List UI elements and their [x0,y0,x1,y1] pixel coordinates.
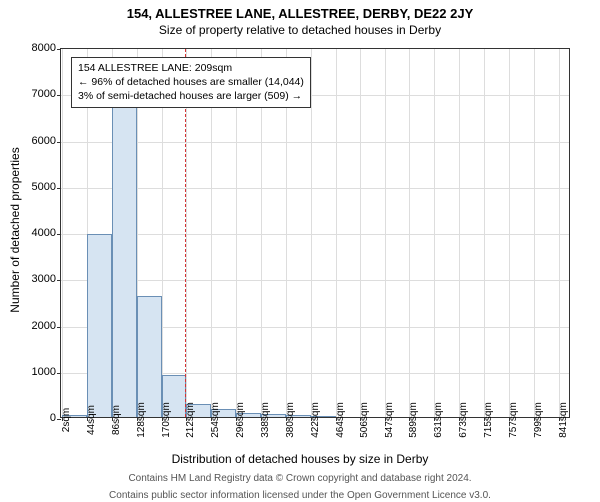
gridline-vertical [559,49,560,417]
chart-title: 154, ALLESTREE LANE, ALLESTREE, DERBY, D… [0,0,600,21]
annotation-line: 154 ALLESTREE LANE: 209sqm [78,61,304,75]
x-tick-label: 464sqm [335,402,346,438]
y-tick-label: 4000 [16,227,56,239]
gridline-vertical [509,49,510,417]
gridline-vertical [484,49,485,417]
gridline-vertical [360,49,361,417]
x-tick-label: 506sqm [359,402,370,438]
y-tick-label: 2000 [16,320,56,332]
footer-line-2: Contains public sector information licen… [0,485,600,502]
x-tick-label: 757sqm [508,402,519,438]
y-tick-label: 0 [16,412,56,424]
y-tick-label: 1000 [16,366,56,378]
x-tick-label: 296sqm [235,402,246,438]
y-tick-label: 3000 [16,273,56,285]
annotation-line: ← 96% of detached houses are smaller (14… [78,75,304,89]
x-tick-label: 673sqm [458,402,469,438]
x-tick-label: 86sqm [111,405,122,435]
gridline-vertical [62,49,63,417]
y-tick-label: 7000 [16,88,56,100]
annotation-line: 3% of semi-detached houses are larger (5… [78,89,304,103]
x-tick-label: 631sqm [433,402,444,438]
footer-line-1: Contains HM Land Registry data © Crown c… [0,468,600,485]
x-tick-label: 799sqm [533,402,544,438]
x-tick-label: 841sqm [558,402,569,438]
x-tick-label: 715sqm [483,402,494,438]
gridline-vertical [534,49,535,417]
x-tick-label: 589sqm [408,402,419,438]
x-tick-label: 2sqm [61,408,72,432]
x-tick-label: 212sqm [185,402,196,438]
histogram-bar [87,234,112,417]
x-tick-label: 380sqm [285,402,296,438]
x-tick-label: 44sqm [86,405,97,435]
x-tick-label: 547sqm [384,402,395,438]
gridline-vertical [409,49,410,417]
x-tick-label: 422sqm [310,402,321,438]
x-axis-label: Distribution of detached houses by size … [0,452,600,466]
gridline-vertical [385,49,386,417]
x-tick-label: 170sqm [161,402,172,438]
gridline-vertical [336,49,337,417]
y-tick-label: 6000 [16,135,56,147]
y-tick-label: 5000 [16,181,56,193]
chart-subtitle: Size of property relative to detached ho… [0,21,600,37]
gridline-vertical [434,49,435,417]
y-tick-label: 8000 [16,42,56,54]
histogram-plot: 154 ALLESTREE LANE: 209sqm← 96% of detac… [60,48,570,418]
annotation-box: 154 ALLESTREE LANE: 209sqm← 96% of detac… [71,57,311,108]
histogram-bar [112,105,137,417]
x-tick-label: 128sqm [136,402,147,438]
x-tick-label: 338sqm [260,402,271,438]
x-tick-label: 254sqm [210,402,221,438]
histogram-bar [137,296,162,417]
gridline-vertical [459,49,460,417]
